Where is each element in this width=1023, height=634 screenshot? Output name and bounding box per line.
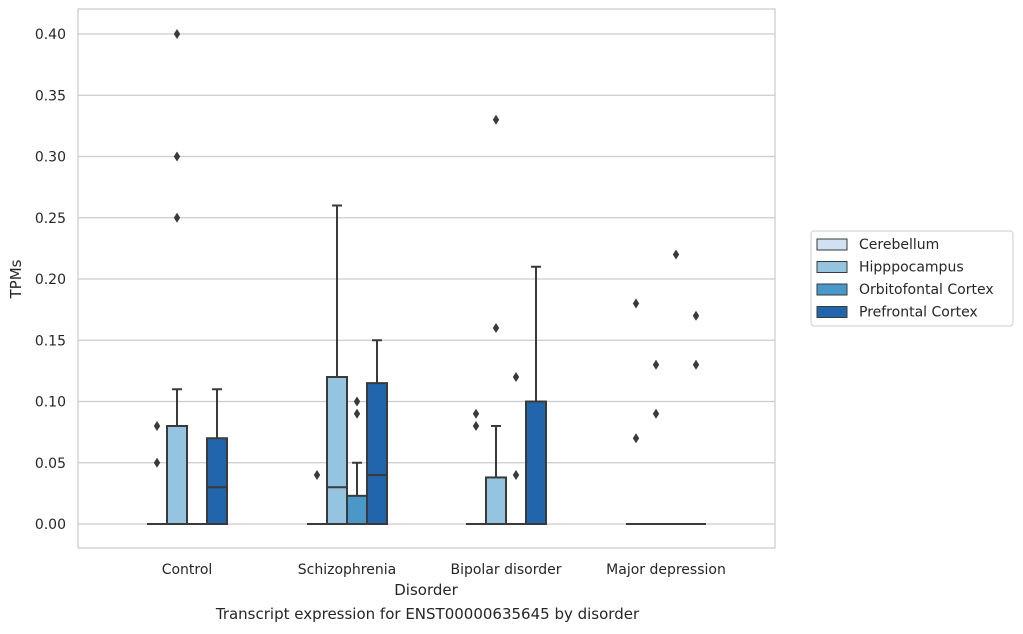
outlier-point <box>353 396 361 407</box>
box-prefrontal-cortex-1 <box>366 339 388 525</box>
box-hipppocampus-1 <box>326 204 348 525</box>
box-body <box>485 476 507 526</box>
box-body <box>166 425 188 525</box>
outlier-point <box>672 249 680 260</box>
y-tick-label: 0.05 <box>35 456 66 472</box>
outlier-point <box>632 298 640 309</box>
box-body <box>366 382 388 525</box>
outlier-point <box>492 114 500 125</box>
y-tick-label: 0.20 <box>35 272 66 288</box>
outlier-point <box>512 372 520 382</box>
x-tick-label: Control <box>162 562 213 578</box>
box-groups <box>147 29 706 526</box>
outlier-point <box>652 359 660 370</box>
y-tick-label: 0.35 <box>35 88 66 104</box>
y-tick-label: 0.10 <box>35 395 66 411</box>
box-cerebellum-1 <box>307 470 327 525</box>
outlier-point <box>472 408 480 419</box>
legend-swatch <box>816 261 848 273</box>
legend-swatch <box>816 238 848 251</box>
legend: Cerebellum Hipppocampus Orbitofontal Corte… <box>810 230 1014 327</box>
outlier-point <box>492 323 500 333</box>
legend-label: Hipppocampus <box>859 260 964 276</box>
box-orbitofontal-cortex-3 <box>666 249 686 525</box>
outlier-point <box>472 421 480 431</box>
x-tick-labels: Control Schizophrenia Bipolar disorder Majo… <box>162 562 726 578</box>
box-body <box>346 494 368 526</box>
box-body <box>326 376 348 525</box>
figure-caption: Transcript expression for ENST0000063564… <box>215 605 640 623</box>
outlier-point <box>313 470 321 480</box>
legend-swatch <box>816 283 848 296</box>
y-tick-label: 0.15 <box>35 333 66 349</box>
y-tick-label: 0.25 <box>35 211 66 227</box>
outlier-point <box>153 421 161 431</box>
y-tick-label: 0.40 <box>35 27 66 43</box>
outlier-point <box>173 151 181 162</box>
box-hipppocampus-2 <box>485 114 507 526</box>
plot-frame <box>77 8 776 549</box>
y-axis-label: TPMs <box>7 259 25 299</box>
outlier-point <box>353 408 361 419</box>
legend-label: Prefrontal Cortex <box>859 305 978 321</box>
outlier-point <box>173 29 181 39</box>
box-hipppocampus-3 <box>646 359 666 525</box>
box-body <box>525 400 547 525</box>
outlier-point <box>512 470 520 480</box>
y-tick-label: 0.00 <box>35 517 66 533</box>
x-tick-label: Major depression <box>606 562 726 578</box>
legend-label: Orbitofontal Cortex <box>859 282 994 298</box>
outlier-point <box>153 457 161 468</box>
box-body <box>206 437 228 525</box>
x-tick-label: Bipolar disorder <box>450 562 561 578</box>
legend-swatch <box>816 306 848 318</box>
box-cerebellum-3 <box>626 298 646 525</box>
x-tick-label: Schizophrenia <box>298 562 396 578</box>
box-cerebellum-2 <box>466 408 486 525</box>
outlier-point <box>692 359 700 370</box>
outlier-point <box>632 433 640 444</box>
box-cerebellum-0 <box>147 421 167 525</box>
box-orbitofontal-cortex-1 <box>346 396 368 526</box>
outlier-point <box>652 408 660 419</box>
box-orbitofontal-cortex-2 <box>506 372 526 525</box>
box-prefrontal-cortex-2 <box>525 265 547 525</box>
box-prefrontal-cortex-0 <box>206 388 228 525</box>
y-tick-labels: 0.00 0.05 0.10 0.15 0.20 0.25 0.30 0.35 0.40 <box>35 27 66 533</box>
legend-label: Cerebellum <box>859 237 939 253</box>
outlier-point <box>173 212 181 223</box>
outlier-point <box>692 310 700 321</box>
legend-frame <box>810 230 1014 327</box>
x-axis-label: Disorder <box>394 581 458 599</box>
box-prefrontal-cortex-3 <box>686 310 706 525</box>
box-hipppocampus-0 <box>166 29 188 525</box>
y-tick-label: 0.30 <box>35 150 66 166</box>
